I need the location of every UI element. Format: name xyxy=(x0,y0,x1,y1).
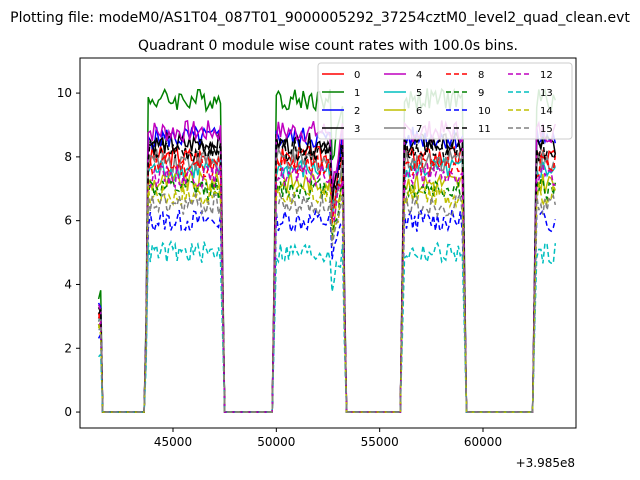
legend-label-9: 9 xyxy=(478,88,484,99)
y-tick-label: 10 xyxy=(57,86,72,100)
y-tick-label: 8 xyxy=(64,150,72,164)
legend-label-12: 12 xyxy=(540,70,553,81)
x-tick-label: 60000 xyxy=(464,435,502,449)
legend-label-6: 6 xyxy=(416,106,422,117)
series-line-12 xyxy=(97,162,556,413)
y-tick-label: 4 xyxy=(64,277,72,291)
plot-frame xyxy=(79,57,577,429)
x-offset-label: +3.985e8 xyxy=(516,456,575,470)
legend-label-5: 5 xyxy=(416,88,422,99)
chart-title: Quadrant 0 module wise count rates with … xyxy=(138,38,518,54)
legend-label-14: 14 xyxy=(540,106,553,117)
y-tick-label: 0 xyxy=(64,405,72,419)
x-axis: 45000 50000 55000 60000 xyxy=(154,428,502,449)
legend-label-8: 8 xyxy=(478,70,484,81)
legend-label-15: 15 xyxy=(540,124,553,135)
series-line-15 xyxy=(98,191,557,413)
y-axis: 0 2 4 6 8 10 xyxy=(57,86,80,419)
legend-label-2: 2 xyxy=(354,106,360,117)
chart-suptitle: Plotting file: modeM0/AS1T04_087T01_9000… xyxy=(10,10,630,26)
legend-label-7: 7 xyxy=(416,124,422,135)
y-tick-label: 2 xyxy=(64,341,72,355)
legend-label-13: 13 xyxy=(540,88,553,99)
x-tick-label: 50000 xyxy=(257,435,295,449)
legend-label-1: 1 xyxy=(354,88,360,99)
legend-label-0: 0 xyxy=(354,70,360,81)
legend-box xyxy=(317,62,573,140)
legend-label-11: 11 xyxy=(478,124,491,135)
y-tick-label: 6 xyxy=(64,214,72,228)
x-tick-label: 55000 xyxy=(361,435,399,449)
x-tick-label: 45000 xyxy=(154,435,192,449)
legend-label-10: 10 xyxy=(478,106,491,117)
legend-label-3: 3 xyxy=(354,124,360,135)
legend-label-4: 4 xyxy=(416,70,422,81)
